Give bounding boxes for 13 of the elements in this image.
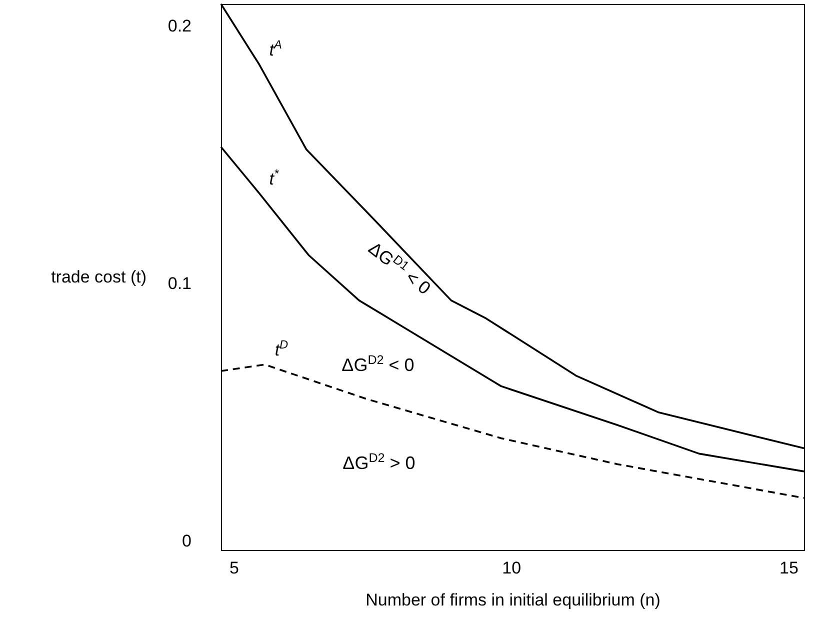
x-tick-label: 15 <box>780 558 798 578</box>
series-label: t$^{A}$ <box>269 38 282 60</box>
x-tick-label: 10 <box>502 558 522 578</box>
x-axis-title: Number of firms in initial equilibrium (n) <box>366 590 660 610</box>
series-label: t$^{D}$ <box>274 338 289 360</box>
annotation: ΔG$^{D2}$ < 0 <box>342 353 414 375</box>
y-tick-label: 0.2 <box>168 16 192 36</box>
annotation: ΔG$^{D2}$ > 0 <box>342 451 416 473</box>
y-tick-label: 0 <box>182 531 192 550</box>
x-tick-label: 5 <box>230 558 239 578</box>
series-label: t$^{*}$ <box>269 166 280 188</box>
y-tick-label: 0.1 <box>168 274 192 293</box>
y-axis-title: trade cost (t) <box>51 268 146 286</box>
